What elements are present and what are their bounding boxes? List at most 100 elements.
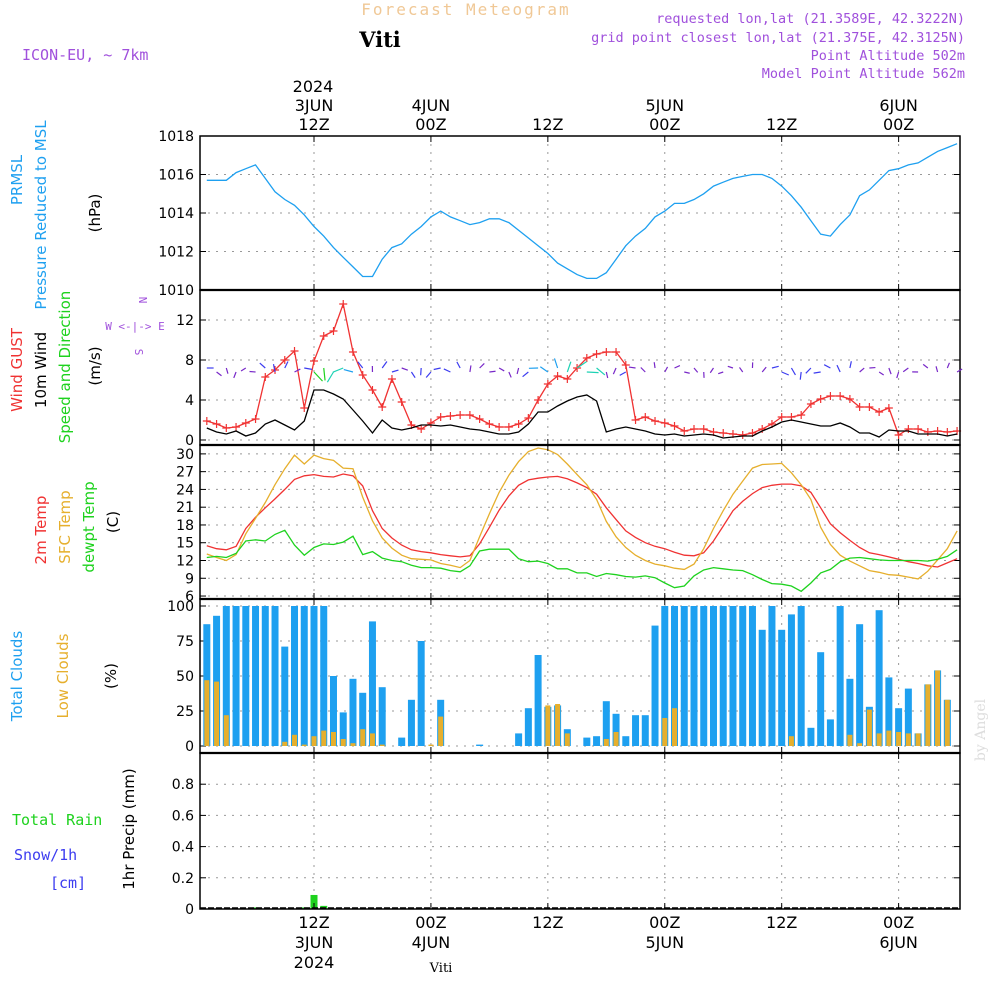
wind-arrow [332, 367, 344, 373]
gust-point [241, 419, 250, 427]
total-clouds-bar [651, 625, 659, 746]
wind-label-gust: Wind GUST [8, 327, 26, 412]
chart-title: Forecast Meteogram [361, 0, 570, 19]
panel-precip: 0 0.2 0.4 0.6 0.8 [172, 752, 961, 918]
time-label-bottom: 4JUN [412, 933, 451, 952]
y-tick-label: 24 [176, 482, 194, 498]
gust-point [690, 425, 698, 433]
low-clouds-bar [603, 739, 609, 746]
time-label-top: 12Z [532, 115, 563, 134]
grid-point-coords: grid point closest lon,lat (21.375E, 42.… [591, 30, 965, 46]
gust-point [339, 300, 348, 308]
gust-point [387, 375, 396, 383]
wind-arrow [381, 361, 388, 369]
gust-point [680, 427, 689, 435]
footer-location: Viti [429, 961, 453, 976]
temp-label-unit: (C) [104, 511, 122, 533]
low-clouds-bar [564, 733, 570, 746]
total-clouds-bar [407, 699, 415, 746]
total-clouds-bar [232, 606, 240, 746]
time-label-bottom: 12Z [532, 913, 563, 932]
low-clouds-bar [330, 732, 336, 746]
gust-point [300, 404, 309, 412]
series-line-sfc-temp [206, 447, 958, 580]
total-clouds-bar [885, 677, 893, 746]
panel-wind: 0 4 8 12 [176, 289, 962, 449]
time-label-top: 00Z [415, 115, 446, 134]
y-tick-label: 15 [176, 536, 194, 552]
wind-arrow [259, 362, 266, 369]
wind-arrow [799, 371, 802, 380]
wind-arrow [640, 367, 646, 373]
gust-point [222, 424, 231, 432]
gust-point [534, 396, 543, 404]
temp-label-dewpt: dewpt Temp [80, 481, 98, 572]
wind-arrow [823, 364, 831, 369]
time-label-bottom: 5JUN [645, 933, 684, 952]
gust-point [436, 413, 445, 421]
total-clouds-bar [904, 688, 912, 746]
total-clouds-bar [700, 606, 708, 746]
precip-label-rain: Total Rain [12, 811, 102, 829]
total-clouds-bar [281, 646, 289, 746]
time-label-bottom: 00Z [649, 913, 680, 932]
wind-arrow [420, 367, 422, 376]
total-clouds-bar [671, 606, 679, 746]
series-line-dewpt-temp [206, 529, 958, 593]
time-label-top: 5JUN [645, 96, 684, 115]
total-clouds-bar [612, 713, 620, 746]
low-clouds-bar [857, 743, 863, 746]
wind-arrow [566, 361, 572, 373]
total-clouds-bar [476, 744, 484, 746]
wind-arrow [888, 367, 892, 375]
time-label-bottom: 2024 [294, 953, 335, 972]
wind-arrow [433, 367, 441, 371]
wind-arrow [805, 367, 812, 374]
time-label-top: 12Z [766, 115, 797, 134]
wind-arrow [902, 367, 909, 373]
compass-south: S [132, 349, 145, 356]
panel-clouds: 0 25 50 75 100 [167, 598, 961, 755]
total-clouds-bar [661, 606, 669, 746]
wind-arrow [469, 365, 472, 373]
wind-arrow [443, 368, 451, 373]
wind-arrow [596, 367, 606, 376]
y-tick-label: 1010 [158, 283, 194, 299]
time-label-bottom: 00Z [883, 913, 914, 932]
low-clouds-bar [369, 733, 375, 746]
clouds-label-unit: (%) [102, 663, 120, 689]
y-tick-label: 25 [176, 704, 194, 720]
wind-arrow [922, 363, 929, 369]
gust-point [475, 415, 484, 423]
wind-arrow [294, 368, 301, 373]
low-clouds-bar [662, 718, 668, 746]
series-line-prmsl [206, 143, 958, 280]
total-clouds-bar [739, 606, 747, 746]
y-tick-label: 0.4 [172, 840, 194, 856]
model-label: ICON-EU, ~ 7km [22, 46, 148, 64]
model-altitude: Model Point Altitude 562m [762, 66, 965, 82]
wind-arrows [206, 358, 963, 383]
point-altitude: Point Altitude 502m [811, 48, 965, 64]
precip-label-cm: [cm] [50, 874, 86, 892]
total-clouds-bar [807, 727, 815, 746]
gust-point [592, 350, 601, 358]
requested-coords: requested lon,lat (21.3589E, 42.3222N) [656, 11, 965, 27]
wind-arrow [479, 363, 485, 369]
total-clouds-bar [729, 606, 737, 746]
gust-point [845, 395, 854, 403]
precip-label-snow: Snow/1h [14, 846, 77, 864]
y-tick-label: 21 [176, 500, 194, 516]
wind-arrow [357, 361, 364, 369]
wind-arrow [859, 367, 865, 373]
low-clouds-bar [545, 705, 551, 746]
total-clouds-bar [310, 606, 318, 746]
gust-point [504, 423, 513, 431]
wind-arrow [605, 371, 609, 379]
low-clouds-bar [555, 704, 561, 746]
wind-arrow [553, 358, 559, 369]
gust-point [602, 348, 611, 356]
wind-arrow [790, 367, 796, 376]
